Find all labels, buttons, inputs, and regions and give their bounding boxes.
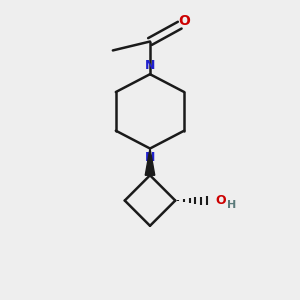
Text: N: N — [145, 151, 155, 164]
Text: O: O — [178, 14, 190, 28]
Text: N: N — [145, 59, 155, 72]
Polygon shape — [145, 148, 155, 175]
Text: H: H — [227, 200, 236, 210]
Text: O: O — [215, 194, 226, 207]
